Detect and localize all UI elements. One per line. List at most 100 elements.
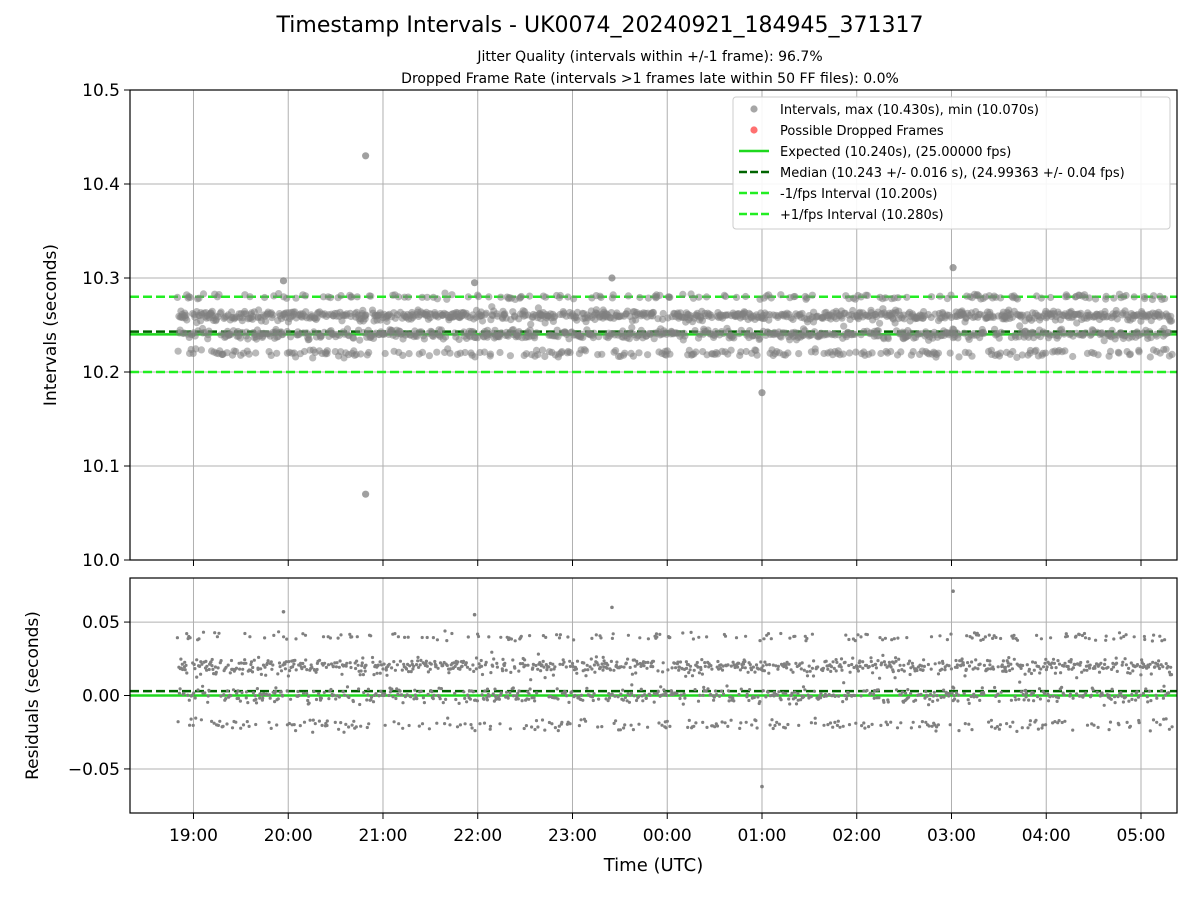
residual-point <box>848 670 852 674</box>
residual-point <box>264 673 268 677</box>
residual-point <box>283 667 287 671</box>
residual-point <box>211 667 215 672</box>
residual-point <box>1041 665 1046 669</box>
interval-point <box>1126 350 1134 358</box>
residual-point <box>422 701 426 705</box>
residual-point <box>819 696 823 700</box>
residual-point <box>800 661 804 665</box>
residual-point <box>435 638 439 642</box>
residual-point <box>679 693 683 697</box>
interval-point <box>1092 295 1100 303</box>
residual-point <box>483 689 487 693</box>
residual-point <box>426 692 430 696</box>
residual-point <box>396 635 400 639</box>
residual-point <box>298 724 302 728</box>
residual-point <box>1101 666 1105 671</box>
residual-point <box>345 685 350 689</box>
residual-point <box>344 722 348 727</box>
residual-point <box>1096 725 1100 730</box>
residual-point <box>736 665 740 669</box>
residual-point <box>1087 637 1091 641</box>
residual-point <box>191 723 195 728</box>
residual-point <box>762 637 766 641</box>
residual-outlier-point <box>472 612 477 617</box>
top-y-tick-label: 10.3 <box>82 269 120 289</box>
residual-point <box>634 671 638 675</box>
residual-point <box>189 717 193 721</box>
residual-point <box>629 691 634 695</box>
residual-point <box>1071 666 1075 670</box>
residual-point <box>406 635 410 639</box>
residual-point <box>453 691 457 695</box>
interval-point <box>526 292 534 300</box>
interval-point <box>946 349 954 357</box>
residual-point <box>739 687 743 691</box>
residual-point <box>738 726 742 731</box>
interval-point <box>236 334 244 342</box>
residual-point <box>776 664 781 669</box>
residual-point <box>805 636 809 641</box>
residual-point <box>1085 668 1089 672</box>
residual-point <box>431 697 435 701</box>
interval-point <box>852 348 860 356</box>
interval-point <box>609 291 617 299</box>
residual-point <box>610 636 615 641</box>
residual-point <box>504 668 508 672</box>
residual-point <box>1109 697 1113 701</box>
residual-point <box>263 665 267 669</box>
residual-point <box>878 636 882 640</box>
residual-point <box>491 692 495 696</box>
interval-point <box>365 348 373 357</box>
residual-point <box>421 696 425 700</box>
residual-point <box>1123 657 1127 661</box>
residual-point <box>323 661 327 665</box>
residual-point <box>897 669 901 673</box>
residual-point <box>701 720 705 725</box>
interval-point <box>527 320 535 328</box>
residual-point <box>699 667 703 672</box>
residual-point <box>314 697 319 702</box>
residual-point <box>683 696 687 700</box>
residual-point <box>900 668 904 672</box>
interval-point <box>485 293 493 301</box>
residual-point <box>267 693 272 697</box>
residual-point <box>1018 680 1022 684</box>
residual-point <box>325 719 329 723</box>
residual-point <box>813 716 817 720</box>
residual-point <box>270 667 274 671</box>
residual-point <box>642 664 646 668</box>
residual-point <box>579 693 584 697</box>
residual-point <box>847 663 851 668</box>
residual-point <box>726 663 730 667</box>
interval-point <box>356 336 364 344</box>
top-plot-frame <box>129 89 1178 561</box>
interval-point <box>515 328 523 336</box>
residual-point <box>1044 668 1048 672</box>
residual-point <box>807 664 811 668</box>
residual-point <box>508 691 512 695</box>
residual-point <box>279 690 283 694</box>
residual-point <box>739 721 743 725</box>
residual-point <box>294 729 298 733</box>
residual-point <box>236 689 240 693</box>
residual-point <box>720 720 724 724</box>
interval-point <box>474 293 483 301</box>
residual-point <box>536 667 540 671</box>
residual-point <box>246 701 250 705</box>
residual-point <box>964 667 968 671</box>
residual-point <box>471 663 475 667</box>
residual-point <box>219 659 223 663</box>
residual-point <box>896 636 900 640</box>
residual-point <box>648 693 652 698</box>
residual-point <box>710 667 714 671</box>
interval-point <box>404 293 412 301</box>
residual-point <box>715 724 720 728</box>
residual-point <box>593 670 597 674</box>
interval-point <box>464 293 472 301</box>
residual-point <box>936 672 941 676</box>
residual-point <box>651 659 656 663</box>
interval-point <box>534 351 542 359</box>
residual-point <box>723 634 728 638</box>
residual-point <box>882 660 887 664</box>
